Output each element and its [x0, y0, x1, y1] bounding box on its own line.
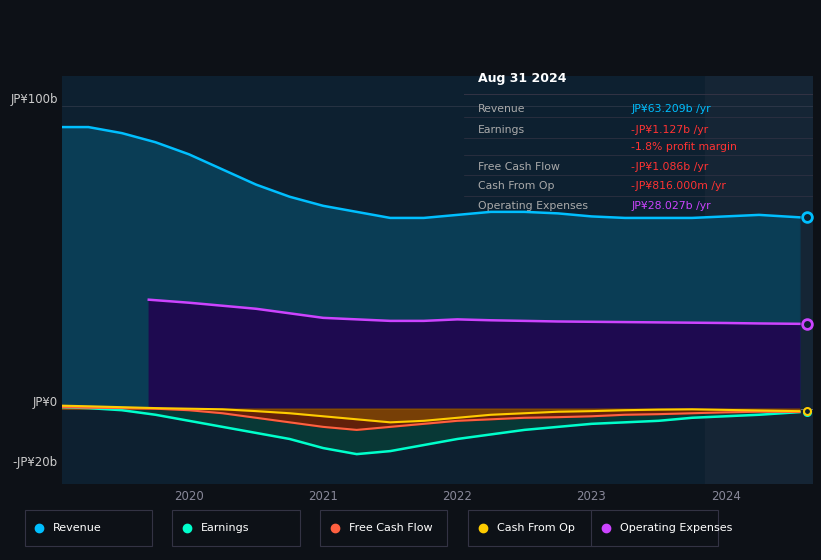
Text: JP¥0: JP¥0 [33, 396, 57, 409]
Text: -JP¥20b: -JP¥20b [12, 456, 57, 469]
FancyBboxPatch shape [468, 510, 595, 546]
FancyBboxPatch shape [172, 510, 300, 546]
Text: Revenue: Revenue [478, 104, 525, 114]
Text: 2023: 2023 [576, 491, 607, 503]
Text: 2020: 2020 [174, 491, 204, 503]
Text: 2022: 2022 [443, 491, 472, 503]
Text: Free Cash Flow: Free Cash Flow [349, 523, 433, 533]
Text: Cash From Op: Cash From Op [478, 181, 554, 192]
Text: -JP¥1.086b /yr: -JP¥1.086b /yr [631, 162, 709, 172]
Bar [705, 76, 813, 484]
Text: JP¥100b: JP¥100b [11, 93, 57, 106]
Text: Earnings: Earnings [201, 523, 250, 533]
Text: Operating Expenses: Operating Expenses [478, 201, 588, 211]
FancyBboxPatch shape [320, 510, 447, 546]
Text: -JP¥816.000m /yr: -JP¥816.000m /yr [631, 181, 727, 192]
Text: -1.8% profit margin: -1.8% profit margin [631, 142, 737, 152]
Text: Revenue: Revenue [53, 523, 102, 533]
FancyBboxPatch shape [25, 510, 152, 546]
Text: Operating Expenses: Operating Expenses [620, 523, 732, 533]
Text: Earnings: Earnings [478, 125, 525, 135]
Text: JP¥63.209b /yr: JP¥63.209b /yr [631, 104, 711, 114]
Text: JP¥28.027b /yr: JP¥28.027b /yr [631, 201, 711, 211]
Text: -JP¥1.127b /yr: -JP¥1.127b /yr [631, 125, 709, 135]
FancyBboxPatch shape [591, 510, 718, 546]
Text: 2021: 2021 [308, 491, 338, 503]
Text: Aug 31 2024: Aug 31 2024 [478, 72, 566, 86]
Text: Cash From Op: Cash From Op [497, 523, 575, 533]
Text: 2024: 2024 [711, 491, 741, 503]
Text: Free Cash Flow: Free Cash Flow [478, 162, 560, 172]
